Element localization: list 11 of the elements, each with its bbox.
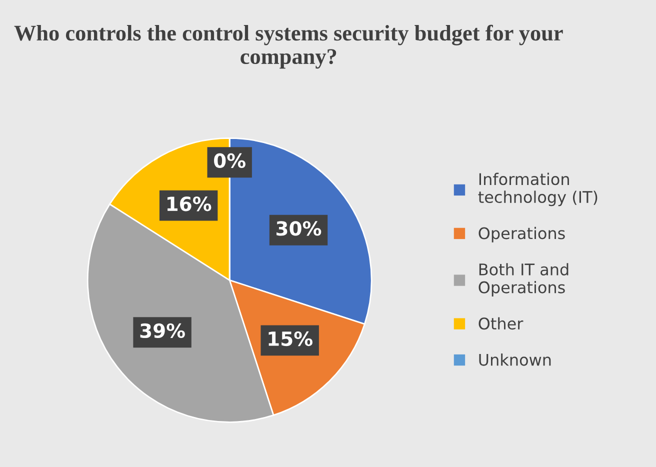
- legend-label: Other: [478, 317, 524, 330]
- chart-title: Who controls the control systems security budget for your company?: [14, 24, 563, 69]
- text: 0%: [214, 153, 246, 168]
- data-label: 39%: [140, 323, 185, 338]
- legend-label: Unknown: [479, 353, 551, 366]
- data-label: 15%: [268, 331, 312, 346]
- data-label: 16%: [167, 196, 212, 212]
- legend-label: Both IT and Operations: [478, 263, 568, 296]
- legend-label: Information technology (IT): [478, 172, 598, 206]
- data-label: 30%: [276, 221, 322, 236]
- legend-label: Operations: [478, 226, 565, 242]
